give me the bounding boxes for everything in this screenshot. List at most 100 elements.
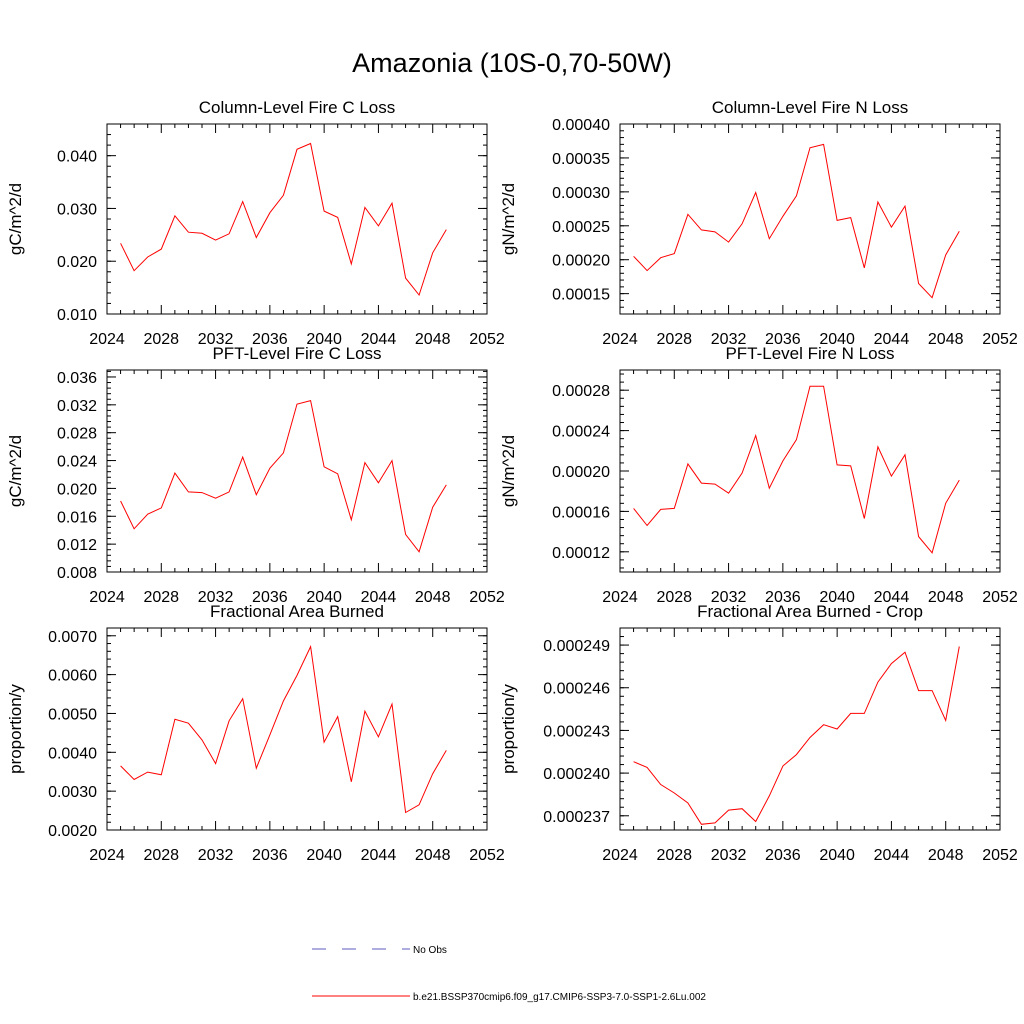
x-tick-label: 2028 bbox=[656, 589, 692, 606]
panel-6: 2024 2028 2032 2036 2040 2044 2048 2052 0.000237… bbox=[499, 602, 1018, 864]
x-tick-label: 2036 bbox=[252, 331, 288, 348]
y-axis-label: gC/m^2/d bbox=[6, 183, 25, 255]
y-tick-label: 0.000243 bbox=[543, 723, 610, 740]
x-tick-label: 2036 bbox=[252, 589, 288, 606]
x-tick-label: 2044 bbox=[361, 589, 397, 606]
y-axis-label: proportion/y bbox=[6, 684, 25, 774]
plot-frame bbox=[106, 123, 488, 315]
y-tick-label: 0.00025 bbox=[552, 219, 610, 236]
figure-title: Amazonia (10S-0,70-50W) bbox=[352, 48, 672, 78]
y-tick-label: 0.00030 bbox=[552, 185, 610, 202]
x-tick-label: 2048 bbox=[415, 847, 451, 864]
x-tick-label: 2032 bbox=[711, 847, 747, 864]
x-tick-label: 2036 bbox=[252, 847, 288, 864]
y-tick-label: 0.032 bbox=[57, 398, 97, 415]
y-tick-label: 0.0060 bbox=[48, 668, 97, 685]
x-tick-label: 2044 bbox=[874, 589, 910, 606]
y-tick-label: 0.000237 bbox=[543, 809, 610, 826]
x-tick-label: 2052 bbox=[982, 589, 1018, 606]
y-tick-label: 0.00020 bbox=[552, 253, 610, 270]
y-tick-label: 0.012 bbox=[57, 537, 97, 554]
series-line bbox=[120, 399, 447, 553]
y-axis-label: gN/m^2/d bbox=[499, 183, 518, 255]
x-tick-label: 2048 bbox=[928, 331, 964, 348]
y-axis-label: gC/m^2/d bbox=[6, 435, 25, 507]
y-tick-label: 0.010 bbox=[57, 307, 97, 324]
x-tick-label: 2044 bbox=[361, 847, 397, 864]
y-tick-label: 0.020 bbox=[57, 481, 97, 498]
y-tick-label: 0.00028 bbox=[552, 383, 610, 400]
panel-title: PFT-Level Fire N Loss bbox=[725, 344, 894, 363]
panel-title: Column-Level Fire C Loss bbox=[199, 98, 396, 117]
x-tick-label: 2044 bbox=[361, 331, 397, 348]
x-tick-label: 2044 bbox=[874, 331, 910, 348]
panel-title: Fractional Area Burned bbox=[210, 602, 384, 621]
x-tick-label: 2028 bbox=[143, 331, 179, 348]
y-tick-label: 0.00020 bbox=[552, 464, 610, 481]
panel-3: 2024 2028 2032 2036 2040 2044 2048 2052 0.008 0.0… bbox=[6, 344, 505, 606]
x-tick-label: 2024 bbox=[602, 589, 638, 606]
x-tick-label: 2028 bbox=[656, 331, 692, 348]
y-tick-label: 0.00016 bbox=[552, 504, 610, 521]
series-line bbox=[633, 143, 960, 299]
x-tick-label: 2024 bbox=[89, 331, 125, 348]
x-tick-label: 2052 bbox=[982, 847, 1018, 864]
y-tick-label: 0.000240 bbox=[543, 766, 610, 783]
x-tick-label: 2048 bbox=[415, 589, 451, 606]
panel-title: Fractional Area Burned - Crop bbox=[697, 602, 923, 621]
y-tick-label: 0.028 bbox=[57, 426, 97, 443]
x-tick-label: 2040 bbox=[306, 331, 342, 348]
y-tick-label: 0.0040 bbox=[48, 745, 97, 762]
y-tick-label: 0.00035 bbox=[552, 151, 610, 168]
y-tick-label: 0.0050 bbox=[48, 706, 97, 723]
x-tick-label: 2052 bbox=[469, 589, 505, 606]
y-tick-label: 0.00024 bbox=[552, 424, 610, 441]
x-tick-label: 2048 bbox=[415, 331, 451, 348]
panel-title: Column-Level Fire N Loss bbox=[712, 98, 909, 117]
x-tick-label: 2032 bbox=[198, 331, 234, 348]
x-tick-label: 2028 bbox=[143, 847, 179, 864]
x-tick-label: 2036 bbox=[765, 589, 801, 606]
legend: No Obs b.e21.BSSP370cmip6.f09_g17.CMIP6-… bbox=[312, 945, 706, 1003]
legend-model-label: b.e21.BSSP370cmip6.f09_g17.CMIP6-SSP3-7.… bbox=[413, 992, 706, 1003]
panel-4: 2024 2028 2032 2036 2040 2044 2048 2052 0.00012 0… bbox=[499, 344, 1018, 606]
x-tick-label: 2028 bbox=[656, 847, 692, 864]
plot-frame bbox=[106, 369, 488, 573]
x-tick-label: 2032 bbox=[198, 847, 234, 864]
x-tick-label: 2052 bbox=[982, 331, 1018, 348]
panel-1: 2024 2028 2032 2036 2040 2044 2048 2052 0.010 0.0… bbox=[6, 98, 505, 348]
y-tick-label: 0.0030 bbox=[48, 784, 97, 801]
x-tick-label: 2032 bbox=[198, 589, 234, 606]
panel-title: PFT-Level Fire C Loss bbox=[212, 344, 381, 363]
y-tick-label: 0.030 bbox=[57, 201, 97, 218]
y-tick-label: 0.016 bbox=[57, 509, 97, 526]
panels-group: 2024 2028 2032 2036 2040 2044 2048 2052 0.010 0.0… bbox=[6, 98, 1018, 864]
x-tick-label: 2040 bbox=[819, 331, 855, 348]
y-axis-label: proportion/y bbox=[499, 684, 518, 774]
legend-obs-label: No Obs bbox=[413, 945, 447, 956]
x-tick-label: 2032 bbox=[711, 331, 747, 348]
x-tick-label: 2036 bbox=[765, 331, 801, 348]
x-tick-label: 2040 bbox=[819, 847, 855, 864]
series-line bbox=[120, 644, 447, 814]
x-tick-label: 2040 bbox=[819, 589, 855, 606]
plot-frame bbox=[619, 627, 1001, 831]
series-line bbox=[633, 646, 960, 825]
x-tick-label: 2024 bbox=[602, 331, 638, 348]
y-tick-label: 0.008 bbox=[57, 565, 97, 582]
x-tick-label: 2024 bbox=[89, 847, 125, 864]
series-line bbox=[120, 142, 447, 297]
x-tick-label: 2028 bbox=[143, 589, 179, 606]
x-tick-label: 2024 bbox=[89, 589, 125, 606]
x-tick-label: 2040 bbox=[306, 847, 342, 864]
y-tick-label: 0.036 bbox=[57, 370, 97, 387]
y-tick-label: 0.00040 bbox=[552, 117, 610, 134]
y-tick-label: 0.024 bbox=[57, 454, 97, 471]
x-tick-label: 2032 bbox=[711, 589, 747, 606]
y-tick-label: 0.040 bbox=[57, 149, 97, 166]
plot-frame bbox=[619, 123, 1001, 315]
y-axis-label: gN/m^2/d bbox=[499, 435, 518, 507]
x-tick-label: 2040 bbox=[306, 589, 342, 606]
series-line bbox=[633, 385, 960, 554]
x-tick-label: 2044 bbox=[874, 847, 910, 864]
